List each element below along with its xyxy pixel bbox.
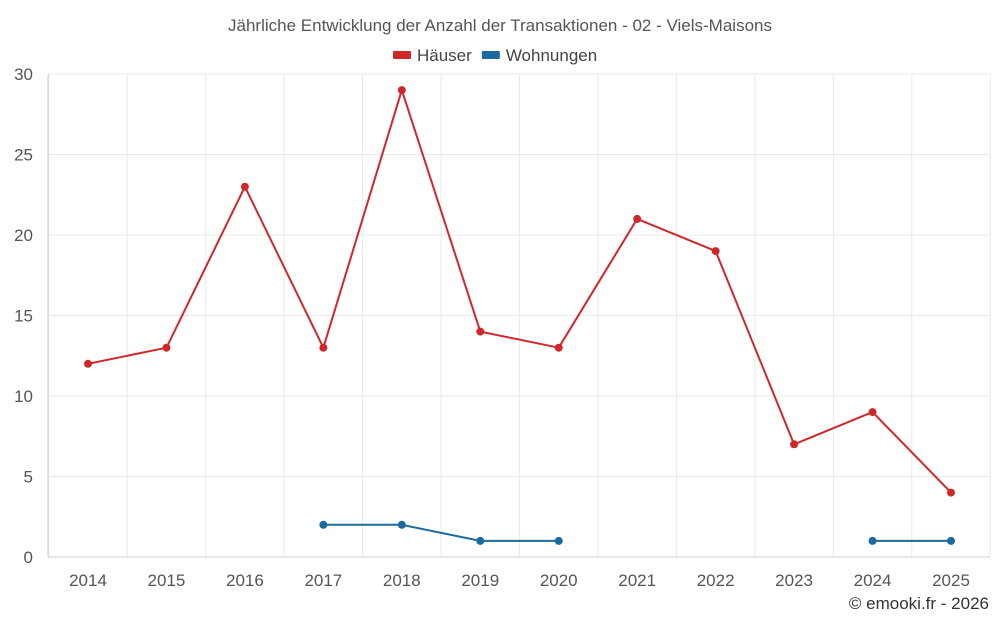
data-point (84, 359, 92, 368)
data-point (633, 214, 642, 223)
data-point (397, 86, 406, 95)
credit-text: © emooki.fr - 2026 (849, 594, 989, 613)
chart-title: Jährliche Entwicklung der Anzahl der Tra… (228, 16, 772, 35)
x-tick-label: 2023 (775, 571, 813, 590)
legend-swatch (393, 51, 411, 59)
data-point (554, 536, 563, 545)
x-tick-label: 2021 (618, 571, 656, 590)
data-point (240, 182, 249, 191)
x-tick-label: 2014 (69, 571, 107, 590)
data-point (554, 343, 563, 352)
x-tick-label: 2024 (854, 571, 892, 590)
data-point (868, 536, 877, 545)
legend: Häuser Wohnungen (393, 46, 597, 65)
data-point (711, 247, 720, 256)
x-tick-label: 2016 (226, 571, 264, 590)
data-point (476, 327, 485, 336)
x-tick-label: 2019 (461, 571, 499, 590)
data-point (476, 536, 485, 545)
legend-item: Wohnungen (481, 46, 597, 65)
y-tick-label: 5 (24, 468, 33, 487)
data-point (868, 408, 877, 417)
data-point (947, 536, 955, 545)
series-layer (84, 86, 955, 545)
series-0 (84, 86, 955, 497)
grid (48, 73, 991, 557)
x-tick-label: 2020 (540, 571, 578, 590)
series-line (87, 89, 952, 494)
series-1 (319, 520, 955, 545)
legend-item: Häuser (393, 46, 472, 65)
y-tick-label: 20 (14, 226, 33, 245)
legend-label: Wohnungen (506, 46, 597, 65)
x-tick-label: 2015 (148, 571, 186, 590)
data-point (162, 343, 171, 352)
y-tick-label: 0 (24, 548, 33, 567)
legend-label: Häuser (417, 46, 472, 65)
data-point (319, 343, 328, 352)
data-point (397, 520, 406, 529)
x-tick-label: 2025 (932, 571, 970, 590)
data-point (790, 440, 799, 449)
y-tick-label: 25 (14, 146, 33, 165)
x-tick-label: 2018 (383, 571, 421, 590)
series-line (323, 523, 559, 542)
y-tick-label: 30 (14, 65, 33, 84)
y-tick-label: 10 (14, 387, 33, 406)
x-tick-label: 2017 (304, 571, 342, 590)
data-point (947, 488, 955, 497)
legend-swatch (481, 51, 500, 59)
data-point (319, 520, 328, 529)
x-tick-label: 2022 (697, 571, 735, 590)
y-tick-label: 15 (14, 307, 33, 326)
